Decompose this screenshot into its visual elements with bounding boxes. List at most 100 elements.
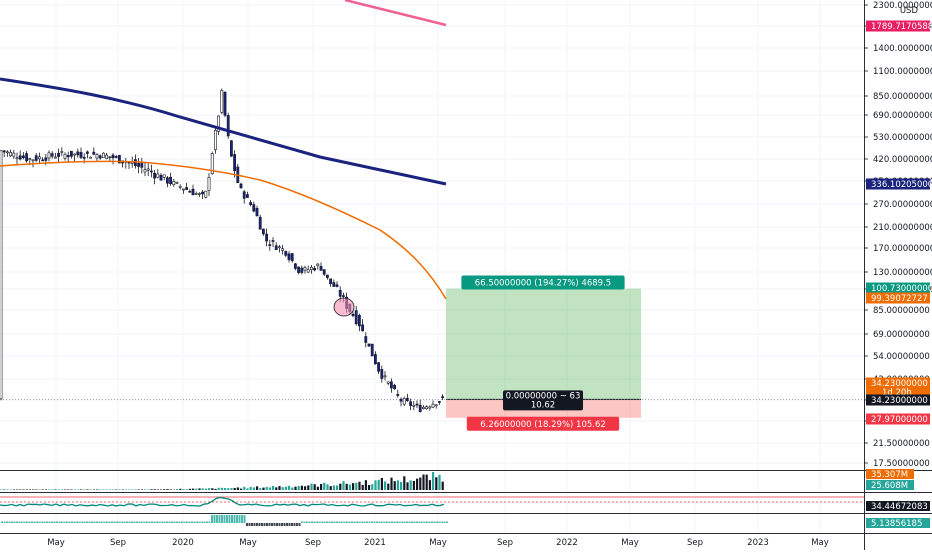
histogram-bar [28, 521, 31, 523]
candle-body [111, 154, 115, 159]
volume-bar [192, 488, 195, 490]
volume-tag-text: 25.608M [871, 481, 908, 491]
indicator-tag-bg [866, 501, 930, 511]
volume-bar [256, 486, 259, 490]
histogram-bar [228, 515, 231, 523]
histogram-bar [311, 521, 313, 523]
histogram-bar [196, 521, 198, 523]
stop-label-text: 6.26000000 (18.29%) 105.62 [480, 420, 606, 430]
histogram-bar [103, 521, 106, 523]
candle-body [437, 401, 441, 403]
volume-bar [137, 489, 140, 490]
volume-bar [67, 489, 70, 490]
volume-bar [272, 486, 275, 490]
indicator-line [0, 496, 445, 507]
volume-tag-bg [866, 469, 914, 479]
histogram-bar [178, 521, 181, 523]
histogram-bar [431, 521, 433, 523]
histogram-bar [346, 521, 348, 523]
histogram-bar [156, 521, 158, 523]
position-tool[interactable]: 66.50000000 (194.27%) 4689.5 6.26000000 (… [0, 275, 864, 431]
volume-bar [64, 489, 67, 490]
candle-body [66, 155, 70, 158]
histogram-bar [1, 521, 3, 523]
histogram-bar [256, 523, 258, 526]
candle-body [303, 267, 307, 271]
x-tick-label: Sep [110, 538, 126, 548]
histogram-bar [68, 521, 71, 523]
histogram-bar [446, 521, 448, 523]
histogram-bar [338, 521, 341, 523]
price-tag-text: 27.97000000 [871, 415, 928, 425]
price-tag-bg [866, 20, 930, 32]
price-tag-bg [866, 292, 930, 304]
volume-bar [297, 485, 300, 490]
candle-body [178, 186, 182, 188]
candle-body [428, 406, 432, 409]
candle-body [396, 394, 400, 396]
volume-bar [412, 480, 415, 490]
x-tick-label: May [621, 538, 639, 548]
candle-body [357, 315, 361, 327]
price-tag: 100.73000000 [866, 282, 932, 294]
candle-body [265, 233, 269, 242]
histogram-bar [401, 521, 403, 523]
histogram-bar [136, 521, 138, 523]
x-tick-label: Sep [687, 538, 703, 548]
candle-body [220, 90, 224, 113]
histogram-bar [171, 521, 173, 523]
candle-body [41, 159, 45, 162]
candle-body [53, 156, 57, 159]
candle-body [389, 381, 393, 389]
candle-body [383, 375, 387, 378]
histogram-bar [301, 521, 303, 523]
indicator-tag-text: 5.13856185 [871, 519, 922, 529]
histogram-bar [358, 521, 361, 523]
volume-bar [128, 489, 131, 490]
volume-bar [377, 479, 380, 490]
time-axis[interactable]: May Sep 2020 May Sep 2021 May Sep 2022 May Sep 2023… [47, 538, 829, 548]
candle-body [0, 150, 3, 400]
volume-bar [323, 482, 326, 490]
histogram-bar [91, 521, 93, 523]
histogram-bar [23, 521, 26, 523]
indicator-tag: 34.44672083 [866, 501, 930, 512]
candle-body [185, 187, 189, 190]
histogram-bar [183, 521, 186, 523]
histogram-bar [403, 521, 406, 523]
volume-bar [105, 489, 108, 490]
histogram-bar [26, 521, 28, 523]
candle-body [9, 151, 13, 157]
volume-bar [249, 486, 252, 490]
center-label-text-2: 10.62 [531, 400, 555, 410]
volume-bar [25, 489, 28, 490]
histogram-bar [371, 521, 373, 523]
y-tick-label: 170.00000000 [873, 244, 932, 254]
y-tick-label: 690.00000000 [873, 111, 932, 121]
center-label-text-1: 0.00000000 ~ 63 [506, 391, 581, 401]
volume-bar [76, 489, 79, 490]
histogram-bar [428, 521, 431, 523]
candle-body [188, 191, 192, 193]
histogram-bar [268, 523, 271, 526]
histogram-bar [151, 521, 153, 523]
candle-body [441, 396, 445, 398]
histogram-bar [173, 521, 176, 523]
price-tag-bg [866, 178, 930, 190]
x-tick-label: 2023 [747, 538, 769, 548]
candle-body [175, 181, 179, 184]
volume-bar [339, 483, 342, 490]
histogram-bar [243, 515, 246, 523]
histogram-bar [248, 523, 251, 526]
x-tick-label: 2022 [556, 538, 578, 548]
histogram-bar [133, 521, 136, 523]
histogram-bar [231, 515, 233, 523]
volume-bar [179, 488, 182, 490]
candle-body [226, 115, 230, 137]
price-tag-text: 99.39072727 [871, 294, 928, 304]
volume-bar [153, 489, 156, 490]
candle-body [76, 151, 80, 156]
volume-bar [284, 486, 287, 490]
